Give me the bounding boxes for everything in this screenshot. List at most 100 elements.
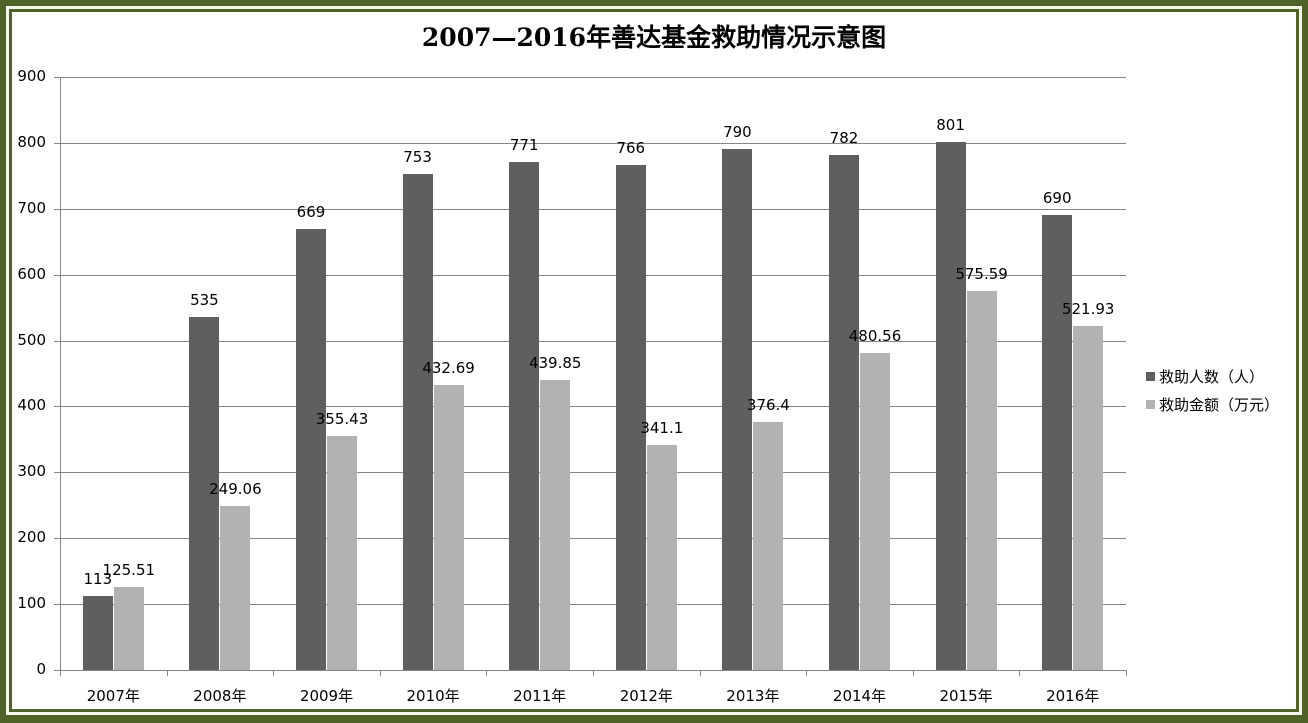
legend-swatch-light-icon	[1146, 399, 1155, 409]
x-tick-label: 2010年	[406, 687, 460, 705]
y-tick-label: 400	[17, 396, 46, 415]
data-label: 376.4	[746, 395, 790, 414]
bar-amount	[860, 353, 890, 670]
bar-amount	[327, 435, 357, 670]
y-tick-label: 100	[17, 594, 46, 613]
x-tick-mark	[486, 670, 488, 676]
x-tick-mark	[1019, 670, 1021, 676]
data-label: 771	[509, 135, 539, 154]
data-label: 766	[616, 139, 646, 158]
y-tick-label: 600	[17, 264, 46, 283]
bar-amount	[220, 505, 251, 670]
data-label: 753	[403, 147, 432, 166]
bar-people	[829, 154, 859, 670]
data-label: 535	[190, 291, 219, 310]
chart-legend: 救助人数（人） 救助金额（万元）	[1146, 362, 1279, 418]
data-label: 575.59	[955, 264, 1008, 283]
x-tick-label: 2009年	[299, 687, 354, 705]
data-label: 432.69	[422, 358, 475, 377]
y-tick-mark	[54, 77, 60, 78]
data-label: 801	[936, 116, 965, 135]
x-tick-mark	[806, 670, 808, 676]
x-tick-label: 2012年	[619, 687, 673, 705]
bar-amount	[433, 384, 464, 670]
y-tick-mark	[54, 142, 60, 144]
bar-people	[296, 229, 326, 670]
y-tick-label: 800	[17, 132, 46, 151]
y-tick-label: 900	[17, 67, 46, 85]
legend-swatch-dark-icon	[1146, 371, 1155, 381]
legend-item-amount: 救助金额（万元）	[1146, 390, 1279, 418]
gridline	[60, 406, 1126, 408]
gridline	[60, 538, 1126, 540]
y-tick-mark	[54, 538, 60, 540]
x-tick-label: 2014年	[832, 687, 887, 705]
bar-people	[1042, 215, 1073, 670]
data-label: 341.1	[640, 419, 684, 438]
x-tick-label: 2011年	[513, 687, 567, 705]
data-label: 790	[723, 123, 752, 142]
legend-label: 救助人数（人）	[1159, 367, 1265, 386]
legend-label: 救助金额（万元）	[1159, 395, 1280, 414]
data-label: 355.43	[315, 409, 369, 428]
data-label: 782	[829, 128, 859, 147]
bar-people	[82, 595, 113, 670]
y-tick-mark	[54, 340, 60, 342]
gridline	[60, 274, 1126, 276]
x-tick-mark	[699, 670, 701, 676]
data-label: 690	[1042, 189, 1072, 208]
data-label: 439.85	[528, 354, 582, 373]
x-tick-label: 2007年	[86, 687, 140, 705]
bar-people	[722, 149, 753, 670]
data-label: 249.06	[209, 479, 262, 498]
data-label: 521.93	[1061, 300, 1115, 319]
x-tick-label: 2016年	[1046, 687, 1100, 705]
gridline	[60, 77, 1126, 78]
gridline	[60, 142, 1126, 144]
bar-people	[509, 161, 540, 670]
plot-area: 113 125.51 535 249.06 669 355.43 753 432.69 771 4…	[54, 77, 1127, 676]
bar-amount	[540, 380, 571, 670]
x-tick-mark	[273, 670, 275, 676]
data-label: 669	[296, 203, 326, 222]
x-tick-mark	[166, 670, 168, 676]
bar-people	[189, 317, 220, 670]
x-tick-label: 2008年	[193, 687, 247, 705]
y-tick-label: 700	[17, 198, 46, 217]
bar-amount	[1073, 326, 1104, 670]
x-tick-mark	[593, 670, 594, 676]
bar-people	[935, 142, 966, 670]
data-label: 480.56	[848, 327, 902, 346]
x-tick-mark	[379, 670, 381, 676]
y-tick-mark	[54, 472, 60, 474]
y-tick-mark	[54, 406, 60, 408]
y-tick-mark	[54, 670, 60, 671]
gridline	[60, 472, 1126, 474]
y-axis-line	[60, 77, 61, 670]
y-tick-label: 300	[17, 462, 46, 481]
gridline	[60, 208, 1126, 210]
y-tick-mark	[54, 604, 60, 606]
bar-amount	[966, 290, 997, 670]
x-tick-label: 2015年	[939, 687, 993, 705]
gridline	[60, 340, 1126, 342]
x-tick-mark	[912, 670, 914, 676]
x-tick-label: 2013年	[726, 687, 780, 705]
y-tick-mark	[54, 208, 60, 210]
y-tick-mark	[54, 274, 60, 276]
bar-amount	[753, 421, 784, 670]
bar-amount	[113, 587, 144, 670]
bar-people	[615, 165, 646, 670]
y-tick-label: 200	[17, 528, 46, 547]
bar-amount	[646, 445, 677, 670]
data-label: 125.51	[102, 561, 156, 580]
chart-title: 2007—2016年善达基金救助情况示意图	[421, 23, 887, 52]
x-tick-mark	[1126, 670, 1127, 676]
x-tick-mark	[60, 670, 61, 676]
y-tick-label: 500	[17, 330, 46, 349]
legend-item-people: 救助人数（人）	[1146, 362, 1279, 390]
y-tick-label: 0	[36, 660, 46, 678]
bar-people	[402, 173, 433, 670]
gridline	[60, 604, 1126, 606]
data-label: 113	[83, 569, 113, 588]
